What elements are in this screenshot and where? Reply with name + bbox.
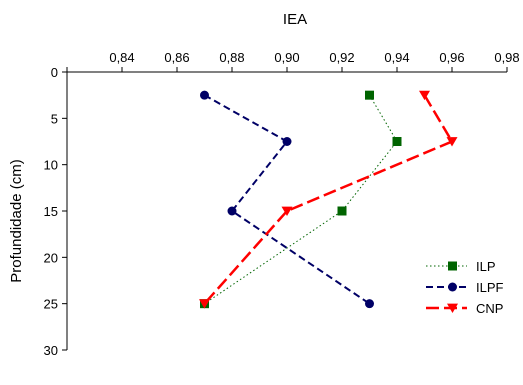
- axes-layer: 0,84 0,86 0,88 0,90 0,92 0,94 0,96 0,98 IEA 0 5 10 1…: [8, 11, 520, 358]
- x-tick-label: 0,88: [219, 50, 244, 65]
- y-tick-label: 0: [51, 65, 58, 80]
- x-tick-label: 0,86: [164, 50, 189, 65]
- data-point-cnp: [281, 206, 293, 216]
- data-point-cnp: [199, 299, 210, 309]
- legend-swatch-marker: [448, 261, 457, 271]
- series-line-cnp: [203, 94, 454, 305]
- legend: ILP ILPF CNP: [426, 259, 504, 316]
- series-line-ilp: [204, 94, 398, 305]
- legend-item-ilpf: ILPF: [426, 280, 504, 295]
- series-ilpf: [200, 90, 374, 309]
- legend-item-ilp: ILP: [426, 259, 496, 274]
- x-tick-label: 0,90: [274, 50, 299, 65]
- data-point-ilp: [337, 206, 347, 216]
- x-tick-label: 0,92: [329, 50, 354, 65]
- series-layer: [199, 90, 458, 309]
- legend-label: CNP: [476, 301, 503, 316]
- x-tick-label: 0,98: [494, 50, 519, 65]
- data-point-ilpf: [227, 206, 237, 216]
- y-tick-label: 15: [44, 204, 58, 219]
- x-axis-title: IEA: [283, 11, 307, 28]
- legend-label: ILPF: [476, 280, 504, 295]
- data-point-ilp: [365, 90, 374, 100]
- y-tick-label: 5: [51, 111, 58, 126]
- series-cnp: [199, 90, 458, 309]
- legend-swatch-marker: [448, 282, 457, 292]
- data-point-ilpf: [200, 90, 209, 100]
- legend-item-cnp: CNP: [426, 301, 503, 316]
- y-tick-label: 25: [44, 297, 58, 312]
- data-point-ilpf: [282, 137, 292, 146]
- series-line-ilpf: [204, 94, 371, 305]
- data-point-cnp: [419, 90, 430, 101]
- data-point-ilpf: [365, 299, 374, 309]
- data-point-ilp: [392, 137, 402, 146]
- y-tick-label: 10: [44, 158, 58, 173]
- x-tick-label: 0,84: [109, 50, 134, 65]
- x-tick-label: 0,96: [439, 50, 464, 65]
- legend-swatch-marker: [447, 303, 458, 313]
- y-tick-label: 30: [44, 343, 58, 358]
- y-axis-title: Profundidade (cm): [8, 159, 25, 282]
- y-tick-label: 20: [44, 250, 58, 265]
- legend-label: ILP: [476, 259, 496, 274]
- data-point-cnp: [446, 137, 458, 147]
- x-tick-label: 0,94: [384, 50, 409, 65]
